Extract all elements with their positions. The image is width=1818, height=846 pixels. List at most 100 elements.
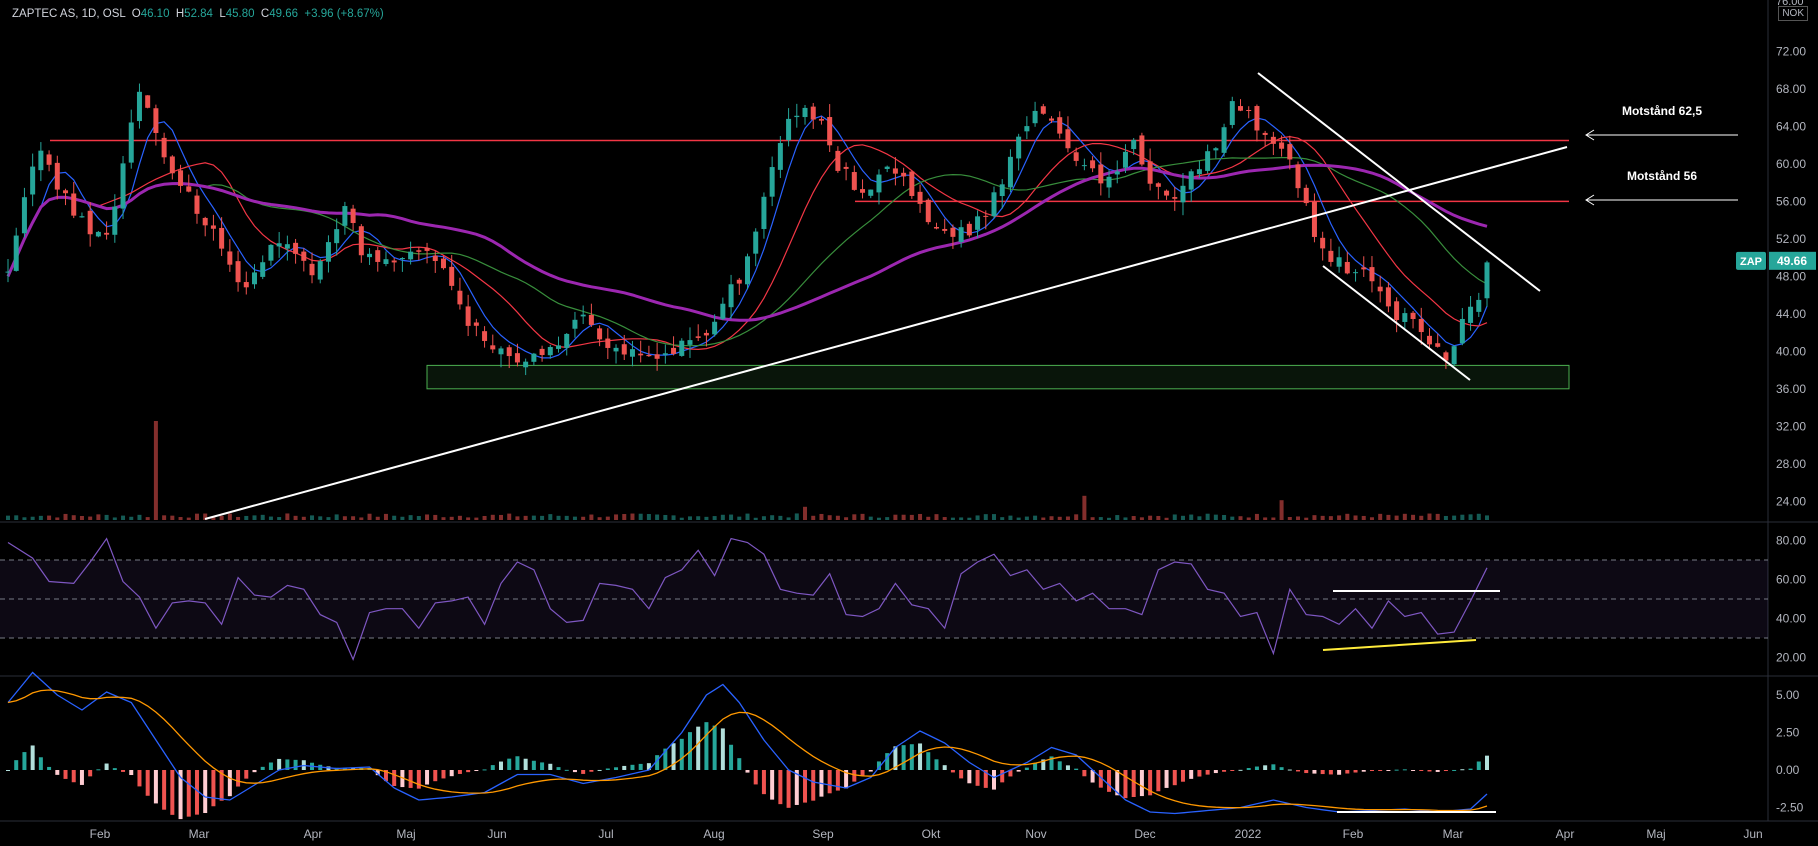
macd-histogram-bar — [1024, 767, 1029, 770]
annotation-arrow-head — [1585, 194, 1595, 206]
candle-body — [358, 226, 364, 256]
volume-bar — [1386, 514, 1391, 520]
macd-histogram-bar — [1452, 769, 1457, 771]
time-tick-label: Jun — [1743, 827, 1762, 841]
volume-bar — [1016, 517, 1021, 520]
volume-bar — [1082, 495, 1087, 520]
macd-histogram-bar — [811, 770, 816, 801]
last-price-badge — [1769, 251, 1816, 270]
candle-body — [317, 261, 323, 280]
candle-body — [1418, 318, 1424, 333]
falling-channel-lower — [1322, 265, 1471, 381]
volume-bar — [227, 513, 232, 520]
volume-bar — [474, 517, 479, 520]
volume-bar — [581, 516, 586, 520]
volume-bar — [1419, 515, 1424, 520]
candle-body — [1007, 156, 1013, 188]
candle-body — [1213, 148, 1219, 151]
candle-body — [901, 172, 907, 177]
candle-body — [539, 348, 545, 355]
volume-bar — [14, 515, 19, 520]
macd-histogram-bar — [449, 770, 454, 777]
candle-body — [827, 117, 833, 146]
volume-bar — [112, 517, 117, 520]
volume-bar — [482, 515, 487, 520]
candle-body — [490, 345, 496, 350]
macd-histogram-bar — [745, 770, 750, 773]
macd-histogram-bar — [433, 770, 438, 782]
volume-bar — [375, 516, 380, 520]
macd-histogram-bar — [803, 770, 808, 803]
macd-histogram-bar — [252, 770, 257, 773]
macd-histogram-bar — [474, 770, 479, 771]
candle-body — [383, 259, 389, 265]
macd-histogram-bar — [1296, 770, 1301, 772]
time-tick-label: Nov — [1025, 827, 1046, 841]
macd-histogram-bar — [1222, 770, 1227, 772]
macd-histogram-bar — [1197, 770, 1202, 777]
annotation-arrow-head — [1585, 129, 1595, 141]
candle-body — [1459, 318, 1465, 344]
macd-histogram-bar — [170, 770, 175, 815]
candle-body — [416, 250, 422, 252]
macd-histogram-bar — [507, 758, 512, 770]
volume-bar — [425, 514, 430, 520]
rsi-tick-label: 20.00 — [1776, 650, 1806, 664]
candle-body — [465, 306, 471, 326]
volume-bar — [1460, 514, 1465, 520]
currency-badge[interactable]: NOK — [1778, 6, 1808, 21]
candle-body — [440, 258, 446, 269]
candle-body — [671, 347, 677, 354]
volume-bar — [893, 514, 898, 520]
macd-histogram-bar — [679, 738, 684, 770]
candle-body — [408, 251, 414, 260]
volume-bar — [47, 515, 52, 520]
last-price-marker: ZAP 49.66 — [1736, 251, 1816, 270]
candle-body — [153, 108, 159, 133]
candle-body — [309, 263, 315, 276]
time-tick-label: Mar — [1443, 827, 1464, 841]
macd-histogram-bar — [1074, 768, 1079, 770]
macd-histogram-bar — [581, 770, 586, 774]
volume-bar — [540, 515, 545, 520]
macd-histogram-bar — [1271, 764, 1276, 770]
candle-body — [999, 184, 1005, 197]
candle-body — [498, 348, 504, 355]
candle-body — [1270, 136, 1276, 144]
price-tick-label: 52.00 — [1776, 232, 1806, 246]
macd-histogram-bar — [482, 769, 487, 771]
volume-bar — [79, 515, 84, 520]
volume-bar — [466, 517, 471, 520]
macd-histogram-bar — [671, 743, 676, 770]
macd-histogram-bar — [129, 770, 134, 776]
volume-bar — [1452, 515, 1457, 520]
volume-bar — [203, 513, 208, 520]
macd-histogram-bar — [531, 760, 536, 770]
candle-body — [1155, 183, 1161, 187]
candles — [5, 83, 1490, 376]
volume-bar — [433, 514, 438, 520]
candle-body — [194, 195, 200, 214]
volume-bar — [959, 517, 964, 520]
macd-histogram-bar — [342, 767, 347, 770]
volume-bar — [441, 517, 446, 520]
macd-histogram-bar — [1180, 770, 1185, 782]
volume-bar — [1246, 517, 1251, 520]
candle-body — [933, 226, 939, 229]
time-tick-label: Mar — [189, 827, 210, 841]
macd-histogram-bar — [260, 766, 265, 770]
macd-histogram-bar — [852, 770, 857, 782]
candle-body — [983, 215, 989, 217]
candle-body — [597, 328, 603, 340]
candle-body — [1484, 262, 1490, 299]
macd-histogram-bar — [835, 770, 840, 791]
macd-histogram-bar — [375, 770, 380, 776]
candle-body — [1205, 151, 1211, 171]
volume-bar — [1427, 513, 1432, 520]
volume-bar — [1205, 513, 1210, 520]
volume-bar — [1394, 515, 1399, 520]
volume-bar — [1345, 513, 1350, 520]
macd-histogram-bar — [137, 770, 142, 787]
price-tick-label: 68.00 — [1776, 82, 1806, 96]
